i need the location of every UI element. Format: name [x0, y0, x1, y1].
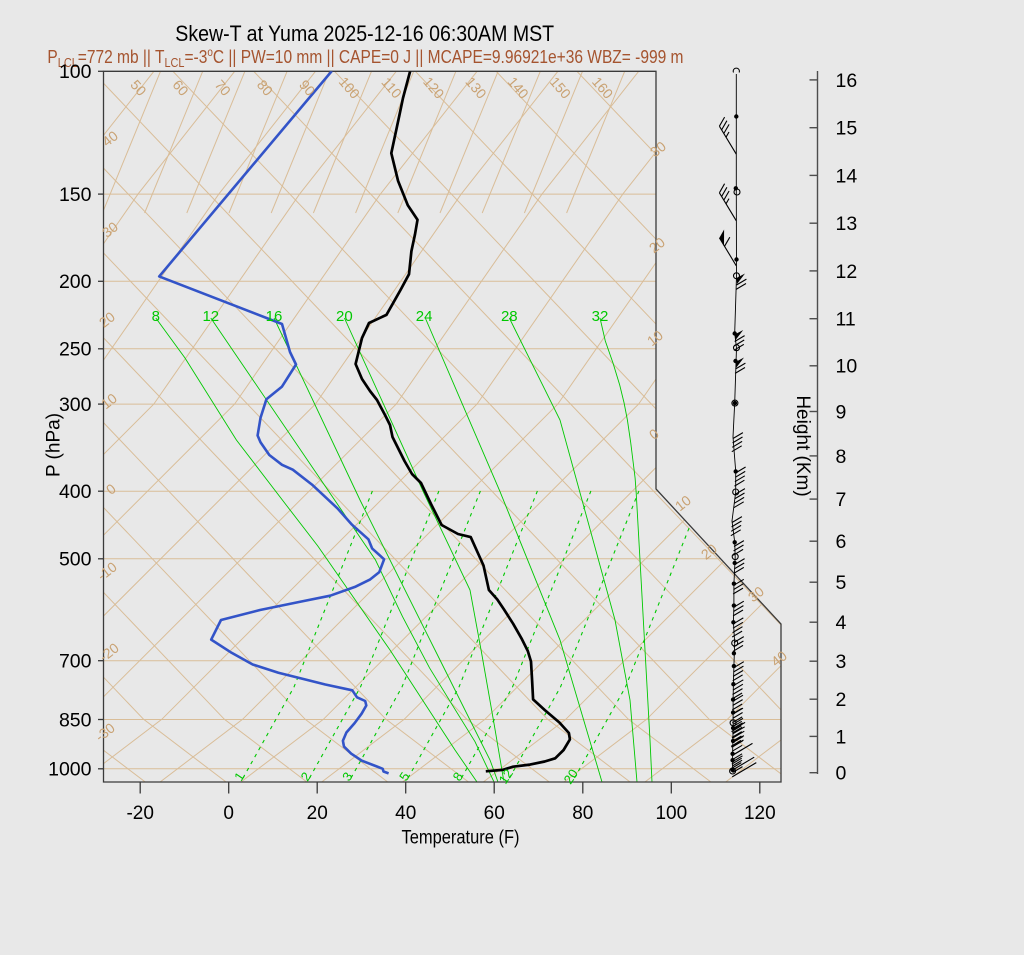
svg-text:60: 60 — [484, 803, 505, 824]
svg-text:16: 16 — [266, 308, 283, 325]
svg-text:16: 16 — [836, 70, 858, 92]
svg-text:200: 200 — [59, 271, 92, 293]
svg-text:300: 300 — [59, 394, 92, 416]
svg-text:0: 0 — [836, 763, 847, 785]
svg-text:80: 80 — [572, 803, 593, 824]
svg-text:150: 150 — [59, 184, 92, 206]
svg-text:20: 20 — [307, 803, 328, 824]
svg-text:2: 2 — [836, 689, 847, 711]
svg-text:500: 500 — [59, 549, 92, 571]
svg-text:400: 400 — [59, 481, 92, 503]
svg-text:850: 850 — [59, 709, 92, 731]
svg-text:8: 8 — [152, 308, 160, 325]
svg-text:Skew-T at Yuma 2025-12-16 06:3: Skew-T at Yuma 2025-12-16 06:30AM MST — [175, 22, 554, 47]
svg-text:28: 28 — [501, 308, 518, 325]
svg-text:10: 10 — [836, 356, 858, 378]
svg-text:24: 24 — [416, 308, 433, 325]
svg-text:PLCL=772 mb || TLCL=-3oC || PW: PLCL=772 mb || TLCL=-3oC || PW=10 mm || … — [47, 46, 683, 71]
svg-text:P (hPa): P (hPa) — [44, 413, 65, 477]
svg-text:14: 14 — [836, 165, 858, 187]
svg-text:5: 5 — [836, 572, 847, 594]
svg-text:12: 12 — [202, 308, 219, 325]
svg-text:7: 7 — [836, 489, 847, 511]
svg-text:100: 100 — [59, 61, 92, 83]
svg-text:-20: -20 — [126, 803, 153, 824]
svg-text:40: 40 — [395, 803, 416, 824]
svg-text:120: 120 — [744, 803, 776, 824]
svg-text:15: 15 — [836, 118, 858, 140]
svg-text:13: 13 — [836, 213, 858, 235]
svg-text:0: 0 — [223, 803, 234, 824]
svg-text:12: 12 — [836, 261, 858, 283]
svg-text:8: 8 — [836, 446, 847, 468]
svg-text:20: 20 — [336, 308, 353, 325]
svg-text:6: 6 — [836, 531, 847, 553]
svg-text:32: 32 — [592, 308, 609, 325]
svg-text:4: 4 — [836, 612, 847, 634]
svg-text:Height (Km): Height (Km) — [792, 395, 813, 496]
svg-text:250: 250 — [59, 339, 92, 361]
svg-text:Temperature (F): Temperature (F) — [402, 828, 520, 849]
svg-text:100: 100 — [655, 803, 687, 824]
svg-text:11: 11 — [836, 309, 856, 331]
svg-text:3: 3 — [836, 651, 847, 673]
svg-text:700: 700 — [59, 651, 92, 673]
svg-text:1000: 1000 — [48, 759, 92, 781]
svg-text:20: 20 — [561, 766, 582, 786]
svg-text:1: 1 — [836, 726, 847, 748]
svg-text:12: 12 — [496, 766, 517, 786]
svg-text:9: 9 — [836, 401, 847, 423]
